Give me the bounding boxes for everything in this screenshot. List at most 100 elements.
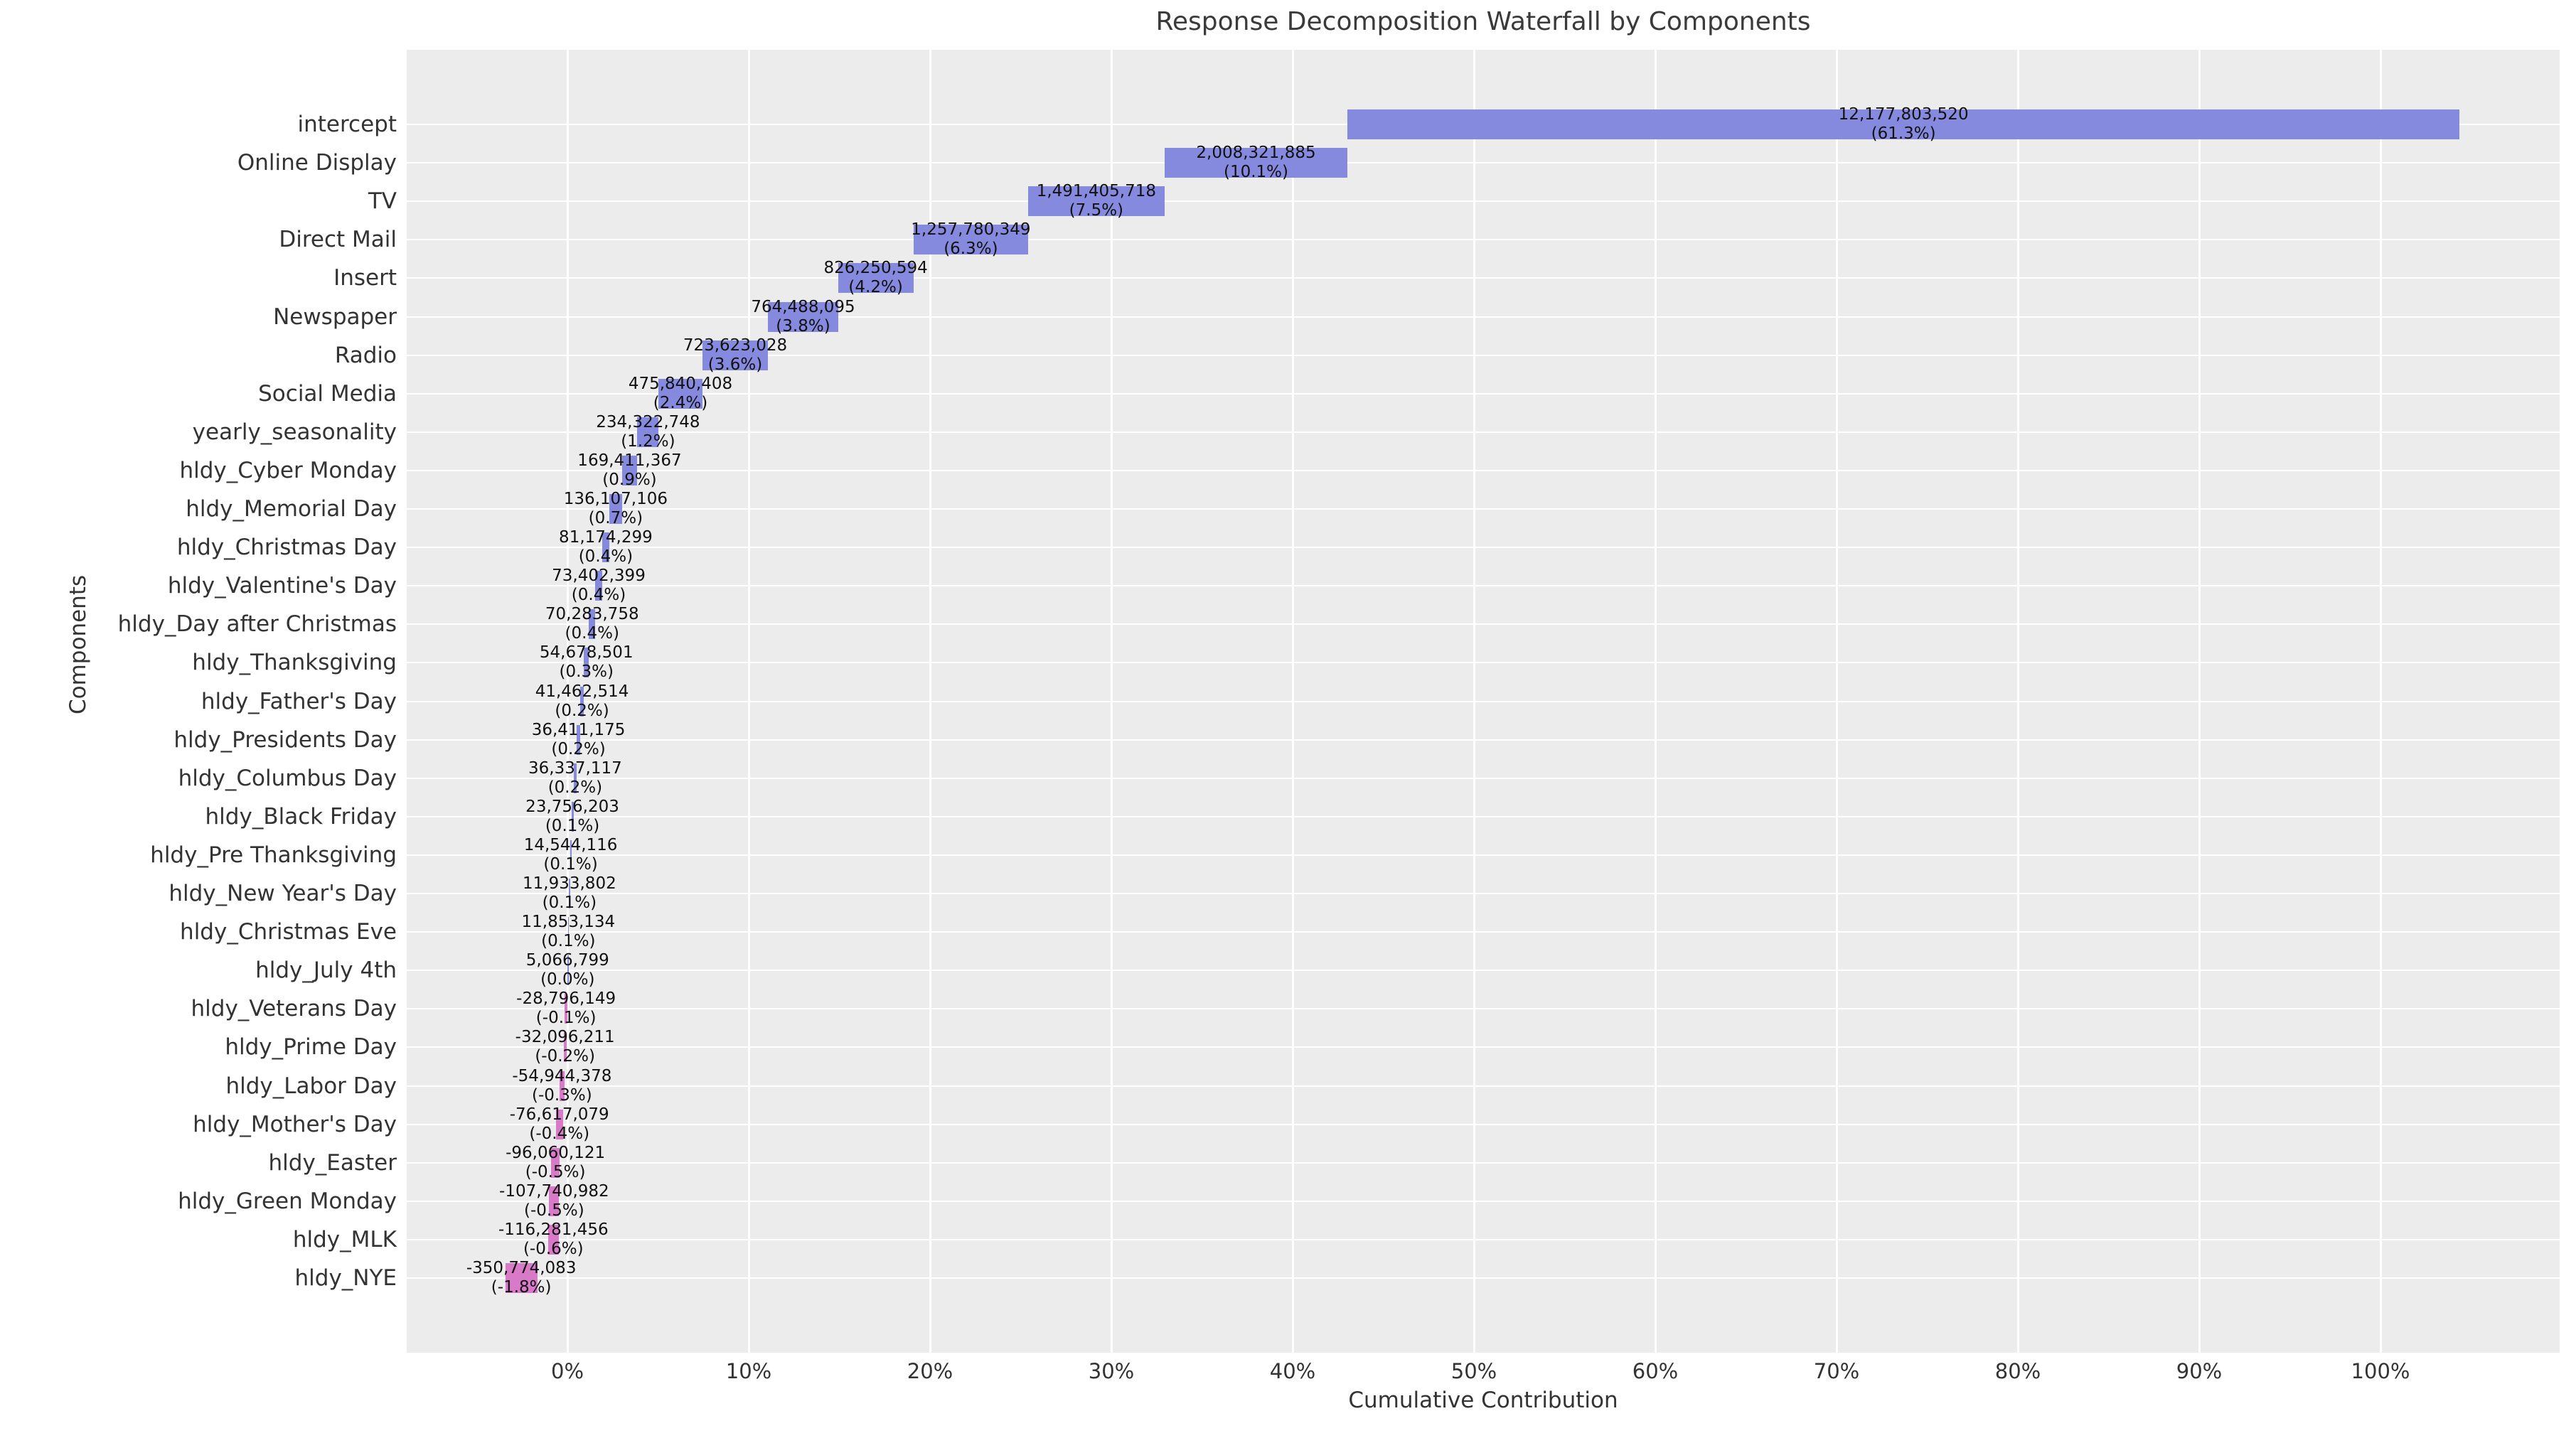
y-tick-label: Newspaper	[273, 304, 397, 330]
bar-percent-text: (0.4%)	[578, 547, 634, 567]
bar-value-text: -76,617,079	[509, 1105, 609, 1124]
y-tick-label: hldy_Christmas Day	[176, 535, 397, 561]
chart-title: Response Decomposition Waterfall by Comp…	[1155, 7, 1811, 36]
waterfall-bar	[637, 417, 659, 447]
y-gridline	[407, 1238, 2560, 1240]
bar-percent-text: (0.1%)	[541, 932, 596, 951]
y-tick-label: hldy_Presidents Day	[173, 726, 397, 753]
waterfall-bar	[505, 1263, 538, 1293]
bar-percent-text: (-0.4%)	[529, 1124, 590, 1143]
waterfall-bar	[571, 801, 574, 832]
waterfall-bar	[1028, 186, 1165, 217]
waterfall-bar	[838, 263, 914, 294]
bar-value-text: 41,462,514	[535, 682, 629, 701]
bar-value-text: 11,853,134	[521, 913, 616, 932]
bar-value-label: 11,933,802 (0.1%)	[523, 874, 616, 913]
x-tick-label: 0%	[550, 1359, 584, 1383]
bar-percent-text: (6.3%)	[944, 240, 998, 259]
bar-percent-text: (0.1%)	[542, 894, 597, 912]
waterfall-bar	[569, 879, 570, 908]
bar-value-label: -28,796,149 (-0.1%)	[516, 989, 616, 1028]
y-gridline	[407, 585, 2560, 587]
y-gridline	[407, 239, 2560, 241]
bar-value-text: 475,840,408	[628, 374, 733, 393]
bar-value-text: 36,411,175	[531, 720, 626, 739]
bar-value-text: 2,008,321,885	[1196, 144, 1316, 163]
y-tick-label: hldy_Columbus Day	[178, 765, 397, 791]
waterfall-bar	[547, 1224, 559, 1255]
bar-value-label: -76,617,079 (-0.4%)	[510, 1105, 609, 1144]
bar-percent-text: (-1.8%)	[491, 1278, 552, 1297]
y-tick-label: hldy_Green Monday	[178, 1188, 397, 1214]
bar-value-label: 826,250,594 (4.2%)	[823, 259, 927, 297]
y-tick-label: Insert	[333, 265, 397, 291]
bar-percent-text: (0.2%)	[555, 701, 609, 720]
y-gridline	[407, 777, 2560, 779]
bar-percent-text: (-0.5%)	[525, 1162, 586, 1181]
bar-percent-text: (61.3%)	[1871, 124, 1936, 143]
y-gridline	[407, 547, 2560, 549]
bar-value-label: 169,411,367 (0.9%)	[577, 451, 681, 490]
bar-value-text: -96,060,121	[506, 1143, 606, 1162]
bar-value-text: 81,174,299	[559, 528, 653, 547]
x-axis-title: Cumulative Contribution	[1348, 1388, 1618, 1413]
y-tick-label: Online Display	[237, 150, 397, 176]
waterfall-bar	[565, 994, 567, 1024]
y-gridline	[407, 508, 2560, 510]
y-tick-label: Radio	[334, 342, 397, 368]
bar-value-label: 764,488,095 (3.8%)	[751, 298, 855, 336]
y-gridline	[407, 1046, 2560, 1048]
y-gridline	[407, 316, 2560, 318]
y-gridline	[407, 1277, 2560, 1279]
bar-value-label: -54,944,378 (-0.3%)	[512, 1067, 611, 1105]
bar-value-label: 70,283,758 (0.4%)	[545, 605, 639, 643]
y-gridline	[407, 200, 2560, 203]
y-gridline	[407, 162, 2560, 164]
y-gridline	[407, 392, 2560, 395]
bar-value-text: 169,411,367	[577, 451, 682, 470]
bar-percent-text: (-0.2%)	[535, 1047, 595, 1066]
bar-value-label: 2,008,321,885 (10.1%)	[1196, 144, 1315, 182]
bar-value-label: 1,257,780,349 (6.3%)	[911, 220, 1030, 259]
y-tick-label: Direct Mail	[279, 227, 397, 253]
bar-value-label: 23,756,203 (0.1%)	[525, 798, 619, 836]
y-gridline	[407, 1161, 2560, 1164]
y-tick-label: hldy_Cyber Monday	[179, 457, 397, 483]
waterfall-bar	[702, 340, 769, 370]
x-tick-label: 60%	[1632, 1359, 1679, 1383]
y-gridline	[407, 931, 2560, 933]
waterfall-bar	[559, 1071, 565, 1101]
y-tick-label: yearly_seasonality	[192, 419, 397, 445]
waterfall-bar	[658, 378, 702, 409]
waterfall-bar	[567, 917, 570, 948]
y-gridline	[407, 431, 2560, 433]
y-tick-label: hldy_Thanksgiving	[192, 650, 397, 676]
bar-percent-text: (-0.5%)	[524, 1201, 584, 1220]
y-tick-label: Social Media	[258, 380, 397, 407]
bar-value-label: -96,060,121 (-0.5%)	[506, 1144, 605, 1182]
bar-value-label: 11,853,134 (0.1%)	[521, 913, 615, 951]
y-tick-label: hldy_New Year's Day	[169, 881, 397, 906]
waterfall-bar	[1347, 109, 2459, 139]
y-gridline	[407, 623, 2560, 626]
y-tick-label: hldy_Black Friday	[205, 803, 397, 830]
bar-value-label: -32,096,211 (-0.2%)	[515, 1028, 615, 1066]
bar-value-text: 11,933,802	[523, 874, 616, 893]
x-tick-label: 100%	[2351, 1359, 2410, 1383]
bar-value-text: -350,774,083	[466, 1259, 577, 1277]
bar-percent-text: (0.7%)	[588, 509, 643, 527]
bar-percent-text: (4.2%)	[848, 278, 903, 297]
y-gridline	[407, 739, 2560, 741]
bar-value-text: 73,402,399	[552, 567, 646, 586]
bar-value-label: 73,402,399 (0.4%)	[552, 567, 646, 605]
x-tick-label: 70%	[1813, 1359, 1860, 1383]
bar-value-label: -350,774,083 (-1.8%)	[466, 1259, 577, 1297]
waterfall-bar	[913, 225, 1029, 255]
bar-percent-text: (0.9%)	[602, 470, 657, 489]
bar-value-text: -54,944,378	[512, 1066, 612, 1085]
bar-value-text: 14,544,116	[523, 835, 618, 854]
bar-value-label: 1,491,405,718 (7.5%)	[1037, 182, 1156, 220]
y-tick-label: hldy_MLK	[292, 1226, 397, 1252]
y-tick-label: hldy_Memorial Day	[186, 496, 397, 522]
